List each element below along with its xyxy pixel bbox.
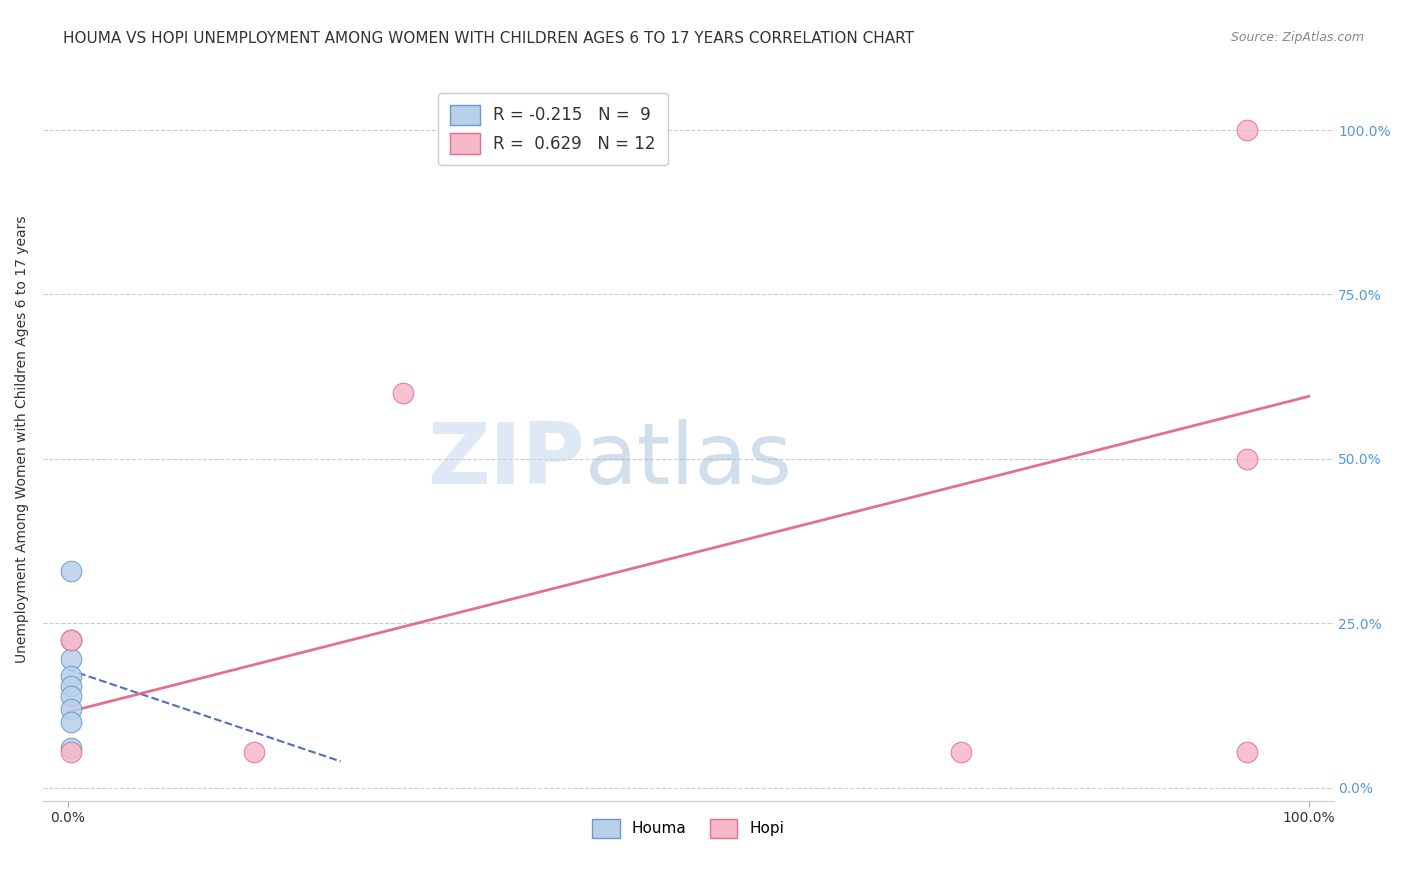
Point: [60, 564, 83, 578]
Point: [1236, 123, 1258, 137]
Text: Source: ZipAtlas.com: Source: ZipAtlas.com: [1230, 31, 1364, 45]
Text: atlas: atlas: [585, 419, 793, 502]
Point: [391, 386, 413, 401]
Point: [60, 679, 83, 693]
Point: [950, 745, 973, 759]
Point: [60, 632, 83, 647]
Point: [1236, 745, 1258, 759]
Point: [243, 745, 266, 759]
Y-axis label: Unemployment Among Women with Children Ages 6 to 17 years: Unemployment Among Women with Children A…: [15, 215, 30, 663]
Text: ZIP: ZIP: [427, 419, 585, 502]
Point: [60, 632, 83, 647]
Point: [60, 741, 83, 756]
Legend: Houma, Hopi: Houma, Hopi: [586, 813, 790, 844]
Point: [60, 745, 83, 759]
Point: [1236, 451, 1258, 466]
Point: [60, 702, 83, 716]
Point: [60, 652, 83, 666]
Text: HOUMA VS HOPI UNEMPLOYMENT AMONG WOMEN WITH CHILDREN AGES 6 TO 17 YEARS CORRELAT: HOUMA VS HOPI UNEMPLOYMENT AMONG WOMEN W…: [63, 31, 914, 46]
Point: [60, 689, 83, 703]
Point: [60, 714, 83, 729]
Point: [60, 669, 83, 683]
